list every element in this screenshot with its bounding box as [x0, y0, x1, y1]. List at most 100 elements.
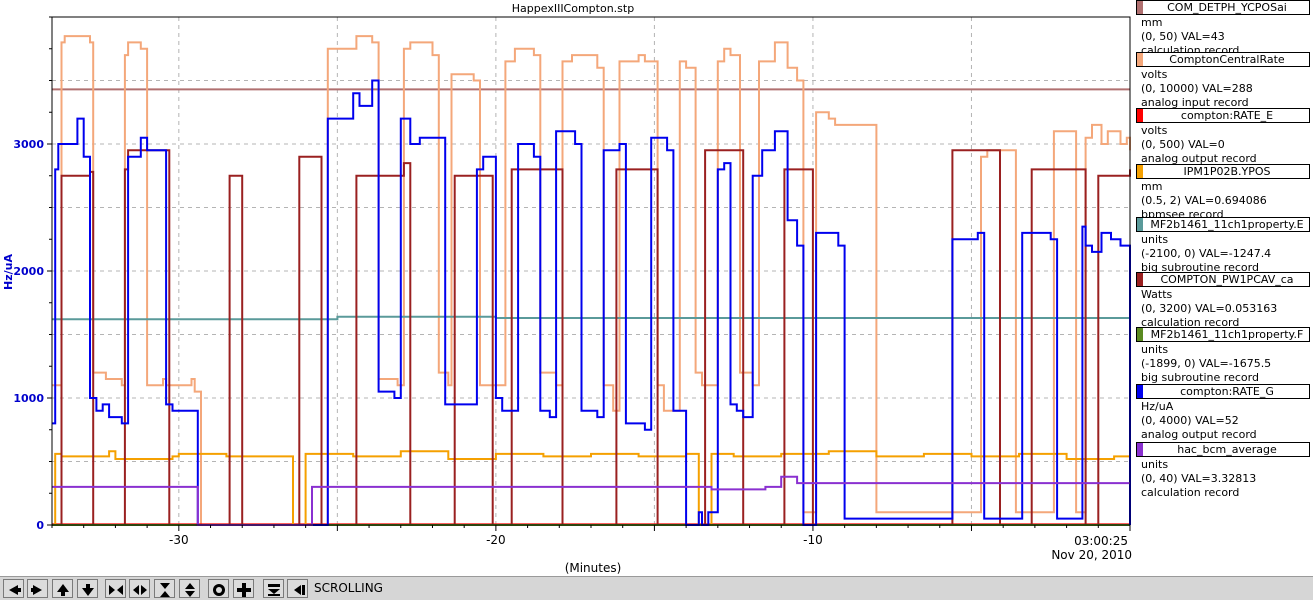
legend-record-type: analog input record: [1141, 96, 1249, 109]
zoom-out-vertical-icon: [185, 583, 195, 597]
legend-range-value: (0, 500) VAL=0: [1141, 138, 1225, 151]
legend-range-value: (0, 50) VAL=43: [1141, 30, 1225, 43]
y-tick-label: 2000: [13, 265, 44, 278]
legend-range-value: (0.5, 2) VAL=0.694086: [1141, 194, 1267, 207]
legend-unit: units: [1141, 343, 1169, 356]
legend-unit: units: [1141, 458, 1169, 471]
legend-unit: volts: [1141, 124, 1168, 137]
arrow-left-button[interactable]: [3, 579, 24, 598]
y-axis: 0 1000 2000 3000: [13, 16, 52, 532]
y-axis-label: Hz/uA: [2, 254, 15, 290]
legend-unit: Hz/uA: [1141, 400, 1174, 413]
zoom-out-horizontal-button[interactable]: [129, 579, 150, 598]
legend-unit: mm: [1141, 180, 1163, 193]
legend-record-type: big subroutine record: [1141, 261, 1259, 274]
arrow-up-button[interactable]: [52, 579, 73, 598]
mode-label: SCROLLING: [314, 581, 383, 595]
legend-color-swatch: [1137, 218, 1143, 231]
legend-unit: volts: [1141, 68, 1168, 81]
legend-entry-header[interactable]: COMPTON_PW1PCAV_ca: [1136, 272, 1310, 287]
legend-entry-header[interactable]: hac_bcm_average: [1136, 442, 1310, 457]
x-axis-end-date: Nov 20, 2010: [1051, 548, 1132, 562]
legend-record-type: analog output record: [1141, 152, 1257, 165]
x-tick-label: -30: [169, 533, 189, 547]
arrow-up-icon: [57, 584, 69, 596]
zoom-in-horizontal-icon: [109, 585, 123, 595]
legend-range-value: (0, 40) VAL=3.32813: [1141, 472, 1257, 485]
toolbar: SCROLLING: [0, 576, 1313, 600]
legend-color-swatch: [1137, 443, 1143, 456]
legend-series-name: COM_DETPH_YCPOSai: [1167, 1, 1287, 14]
legend-color-swatch: [1137, 109, 1143, 122]
chart-title: HappexIIICompton.stp: [512, 2, 634, 15]
back-to-now-button[interactable]: [287, 579, 308, 598]
legend-entry[interactable]: MF2b1461_11ch1property.E units (-2100, 0) …: [1135, 217, 1313, 274]
arrow-right-button[interactable]: [27, 579, 48, 598]
legend-entry-header[interactable]: MF2b1461_11ch1property.E: [1136, 217, 1310, 232]
zoom-in-vertical-button[interactable]: [154, 579, 175, 598]
legend-series-name: IPM1P02B.YPOS: [1183, 165, 1271, 178]
legend-range-value: (0, 10000) VAL=288: [1141, 82, 1253, 95]
legend-entry-header[interactable]: compton:RATE_G: [1136, 384, 1310, 399]
config-icon: [268, 584, 280, 596]
legend-entry-header[interactable]: ComptonCentralRate: [1136, 52, 1310, 67]
legend-range-value: (-1899, 0) VAL=-1675.5: [1141, 357, 1272, 370]
legend-color-swatch: [1137, 165, 1143, 178]
legend-series-name: MF2b1461_11ch1property.F: [1150, 328, 1304, 341]
x-axis: -30 -20 -10: [51, 525, 1131, 547]
series-line-compton-pw1pcav-ca: [52, 149, 1131, 526]
legend-entry[interactable]: compton:RATE_G Hz/uA (0, 4000) VAL=52 analo…: [1135, 384, 1313, 441]
legend-range-value: (0, 3200) VAL=0.053163: [1141, 302, 1278, 315]
x-axis-label: (Minutes): [565, 561, 622, 575]
arrow-down-icon: [82, 584, 94, 596]
legend-entry-header[interactable]: IPM1P02B.YPOS: [1136, 164, 1310, 179]
x-tick-label: -10: [803, 533, 823, 547]
legend-series-name: compton:RATE_E: [1180, 109, 1274, 122]
grid-lines: [52, 17, 1130, 525]
legend-series-name: MF2b1461_11ch1property.E: [1150, 218, 1304, 231]
legend-unit: units: [1141, 233, 1169, 246]
autoscale-button[interactable]: [208, 579, 229, 598]
legend-record-type: calculation record: [1141, 316, 1240, 329]
x-axis-end-time: 03:00:25: [1074, 534, 1128, 548]
legend-series-name: hac_bcm_average: [1177, 443, 1277, 456]
arrow-right-icon: [31, 585, 42, 595]
legend-entry[interactable]: COM_DETPH_YCPOSai mm (0, 50) VAL=43 calcula…: [1135, 0, 1313, 57]
legend-record-type: big subroutine record: [1141, 371, 1259, 384]
legend-color-swatch: [1137, 1, 1143, 14]
legend-color-swatch: [1137, 53, 1143, 66]
legend-range-value: (0, 4000) VAL=52: [1141, 414, 1239, 427]
zoom-out-vertical-button[interactable]: [179, 579, 200, 598]
series-line-comptoncentralrate: [52, 35, 1131, 526]
legend-entry-header[interactable]: compton:RATE_E: [1136, 108, 1310, 123]
legend-entry[interactable]: ComptonCentralRate volts (0, 10000) VAL=28…: [1135, 52, 1313, 109]
legend-entry[interactable]: IPM1P02B.YPOS mm (0.5, 2) VAL=0.694086 bpms…: [1135, 164, 1313, 221]
legend-unit: Watts: [1141, 288, 1173, 301]
center-icon: [237, 583, 251, 597]
autoscale-icon: [213, 584, 225, 596]
x-tick-label: -20: [486, 533, 506, 547]
legend-entry[interactable]: COMPTON_PW1PCAV_ca Watts (0, 3200) VAL=0.0…: [1135, 272, 1313, 329]
legend-entry-header[interactable]: MF2b1461_11ch1property.F: [1136, 327, 1310, 342]
legend-record-type: calculation record: [1141, 486, 1240, 499]
zoom-in-horizontal-button[interactable]: [105, 579, 126, 598]
back-to-now-icon: [294, 585, 305, 595]
legend-record-type: analog output record: [1141, 428, 1257, 441]
y-tick-label: 1000: [13, 392, 44, 405]
legend-series-name: compton:RATE_G: [1180, 385, 1274, 398]
series-line-mf2b1461-11ch1property-e: [52, 315, 1131, 321]
y-tick-label: 0: [36, 519, 44, 532]
config-button[interactable]: [263, 579, 284, 598]
legend-entry-header[interactable]: COM_DETPH_YCPOSai: [1136, 0, 1310, 15]
legend-color-swatch: [1137, 328, 1143, 341]
series-line-compton-rate-g: [52, 79, 1131, 526]
legend-series-name: ComptonCentralRate: [1169, 53, 1285, 66]
center-button[interactable]: [233, 579, 254, 598]
series-layer: [52, 35, 1131, 526]
strip-chart[interactable]: 0 1000 2000 3000 -30 -20 -10 HappexIIICompton…: [0, 0, 1135, 580]
arrow-down-button[interactable]: [77, 579, 98, 598]
